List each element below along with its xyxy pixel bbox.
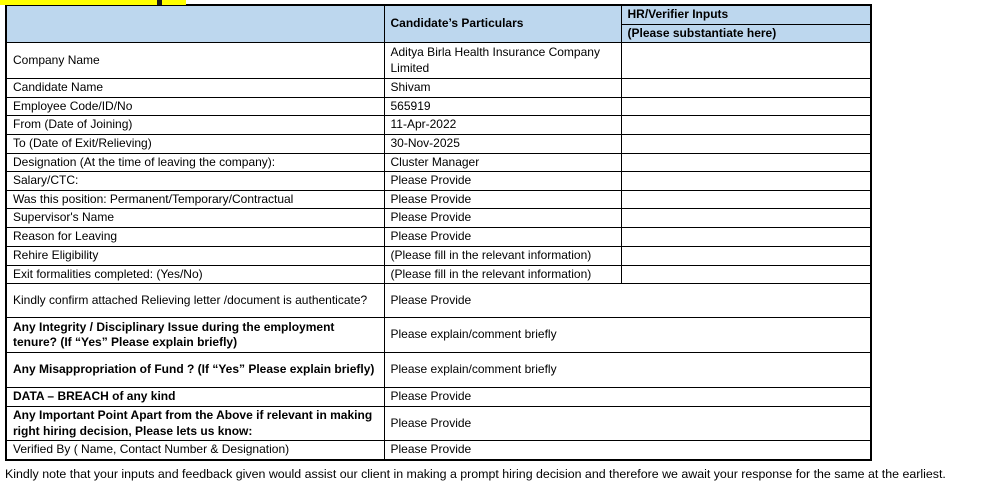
hr-input-cell-merged[interactable]: Please Provide bbox=[383, 387, 872, 408]
row-label: Exit formalities completed: (Yes/No) bbox=[5, 264, 385, 285]
row-label: Company Name bbox=[5, 42, 385, 80]
hr-input-cell[interactable] bbox=[620, 78, 872, 98]
header-hr-verifier-inputs: HR/Verifier Inputs bbox=[620, 4, 872, 25]
header-row-1: Candidate’s Particulars HR/Verifier Inpu… bbox=[5, 4, 872, 44]
hr-input-cell-merged[interactable]: Please explain/comment briefly bbox=[383, 317, 872, 354]
row-value: 565919 bbox=[383, 96, 622, 117]
table-row-rehire-eligibility: Rehire Eligibility (Please fill in the r… bbox=[5, 245, 872, 266]
row-label: Any Integrity / Disciplinary Issue durin… bbox=[5, 317, 385, 354]
table-header: Candidate’s Particulars HR/Verifier Inpu… bbox=[5, 4, 872, 44]
row-label: Was this position: Permanent/Temporary/C… bbox=[5, 189, 385, 210]
table-row-position-type: Was this position: Permanent/Temporary/C… bbox=[5, 189, 872, 210]
row-value: Shivam bbox=[383, 78, 622, 98]
table-row-important-point: Any Important Point Apart from the Above… bbox=[5, 406, 872, 442]
table-row-integrity-issue: Any Integrity / Disciplinary Issue durin… bbox=[5, 317, 872, 354]
row-label: Any Important Point Apart from the Above… bbox=[5, 406, 385, 442]
footer-note: Kindly note that your inputs and feedbac… bbox=[5, 467, 946, 481]
row-value: 30-Nov-2025 bbox=[383, 133, 622, 154]
row-label: From (Date of Joining) bbox=[5, 115, 385, 135]
table-row-salary-ctc: Salary/CTC: Please Provide bbox=[5, 171, 872, 191]
row-label: Salary/CTC: bbox=[5, 171, 385, 191]
header-substantiate-note: (Please substantiate here) bbox=[620, 23, 872, 44]
hr-input-cell[interactable] bbox=[620, 115, 872, 135]
hr-input-cell[interactable] bbox=[620, 42, 872, 80]
table-row-misappropriation: Any Misappropriation of Fund ? (If “Yes”… bbox=[5, 352, 872, 389]
row-label: DATA – BREACH of any kind bbox=[5, 387, 385, 408]
table-row-date-of-exit: To (Date of Exit/Relieving) 30-Nov-2025 bbox=[5, 133, 872, 154]
row-value: Please Provide bbox=[383, 189, 622, 210]
hr-input-cell[interactable] bbox=[620, 152, 872, 173]
highlighted-title-fragment bbox=[0, 0, 186, 5]
hr-input-cell[interactable] bbox=[620, 245, 872, 266]
table-row-verified-by: Verified By ( Name, Contact Number & Des… bbox=[5, 440, 872, 461]
row-value: Please Provide bbox=[383, 171, 622, 191]
row-label: Designation (At the time of leaving the … bbox=[5, 152, 385, 173]
row-value: (Please fill in the relevant information… bbox=[383, 264, 622, 285]
hr-input-cell[interactable] bbox=[620, 208, 872, 228]
hr-input-cell-merged[interactable]: Please Provide bbox=[383, 440, 872, 461]
header-row-2: (Please substantiate here) bbox=[6, 23, 872, 44]
hr-input-cell[interactable] bbox=[620, 226, 872, 247]
table-row-exit-formalities: Exit formalities completed: (Yes/No) (Pl… bbox=[5, 264, 872, 285]
table-row-relieving-letter: Kindly confirm attached Relieving letter… bbox=[5, 283, 872, 319]
header-candidates-particulars: Candidate’s Particulars bbox=[383, 4, 622, 44]
table-row-designation: Designation (At the time of leaving the … bbox=[5, 152, 872, 173]
employment-verification-table: Candidate’s Particulars HR/Verifier Inpu… bbox=[5, 4, 872, 461]
hr-input-cell[interactable] bbox=[620, 133, 872, 154]
row-label: Employee Code/ID/No bbox=[5, 96, 385, 117]
hr-input-cell[interactable] bbox=[620, 96, 872, 117]
hr-input-cell[interactable] bbox=[620, 171, 872, 191]
row-value: 11-Apr-2022 bbox=[383, 115, 622, 135]
row-value: (Please fill in the relevant information… bbox=[383, 245, 622, 266]
row-value: Please Provide bbox=[383, 208, 622, 228]
row-label: Any Misappropriation of Fund ? (If “Yes”… bbox=[5, 352, 385, 389]
table-row-supervisor-name: Supervisor's Name Please Provide bbox=[5, 208, 872, 228]
table-row-candidate-name: Candidate Name Shivam bbox=[5, 78, 872, 98]
table-row-reason-for-leaving: Reason for Leaving Please Provide bbox=[5, 226, 872, 247]
hr-input-cell[interactable] bbox=[620, 189, 872, 210]
cropped-letter-mark bbox=[157, 0, 162, 5]
row-value: Aditya Birla Health Insurance Company Li… bbox=[383, 42, 622, 80]
hr-input-cell-merged[interactable]: Please Provide bbox=[383, 406, 872, 442]
row-label: Verified By ( Name, Contact Number & Des… bbox=[5, 440, 385, 461]
table-row-company-name: Company Name Aditya Birla Health Insuran… bbox=[5, 42, 872, 80]
row-label: Rehire Eligibility bbox=[5, 245, 385, 266]
row-value: Cluster Manager bbox=[383, 152, 622, 173]
row-label: Candidate Name bbox=[5, 78, 385, 98]
hr-input-cell-merged[interactable]: Please explain/comment briefly bbox=[383, 352, 872, 389]
hr-input-cell-merged[interactable]: Please Provide bbox=[383, 283, 872, 319]
header-empty-cell bbox=[5, 4, 385, 44]
row-label: Reason for Leaving bbox=[5, 226, 385, 247]
row-label: To (Date of Exit/Relieving) bbox=[5, 133, 385, 154]
hr-input-cell[interactable] bbox=[620, 264, 872, 285]
table-row-employee-code: Employee Code/ID/No 565919 bbox=[5, 96, 872, 117]
table-row-date-of-joining: From (Date of Joining) 11-Apr-2022 bbox=[5, 115, 872, 135]
row-value: Please Provide bbox=[383, 226, 622, 247]
row-label: Kindly confirm attached Relieving letter… bbox=[5, 283, 385, 319]
row-label: Supervisor's Name bbox=[5, 208, 385, 228]
table-row-data-breach: DATA – BREACH of any kind Please Provide bbox=[5, 387, 872, 408]
